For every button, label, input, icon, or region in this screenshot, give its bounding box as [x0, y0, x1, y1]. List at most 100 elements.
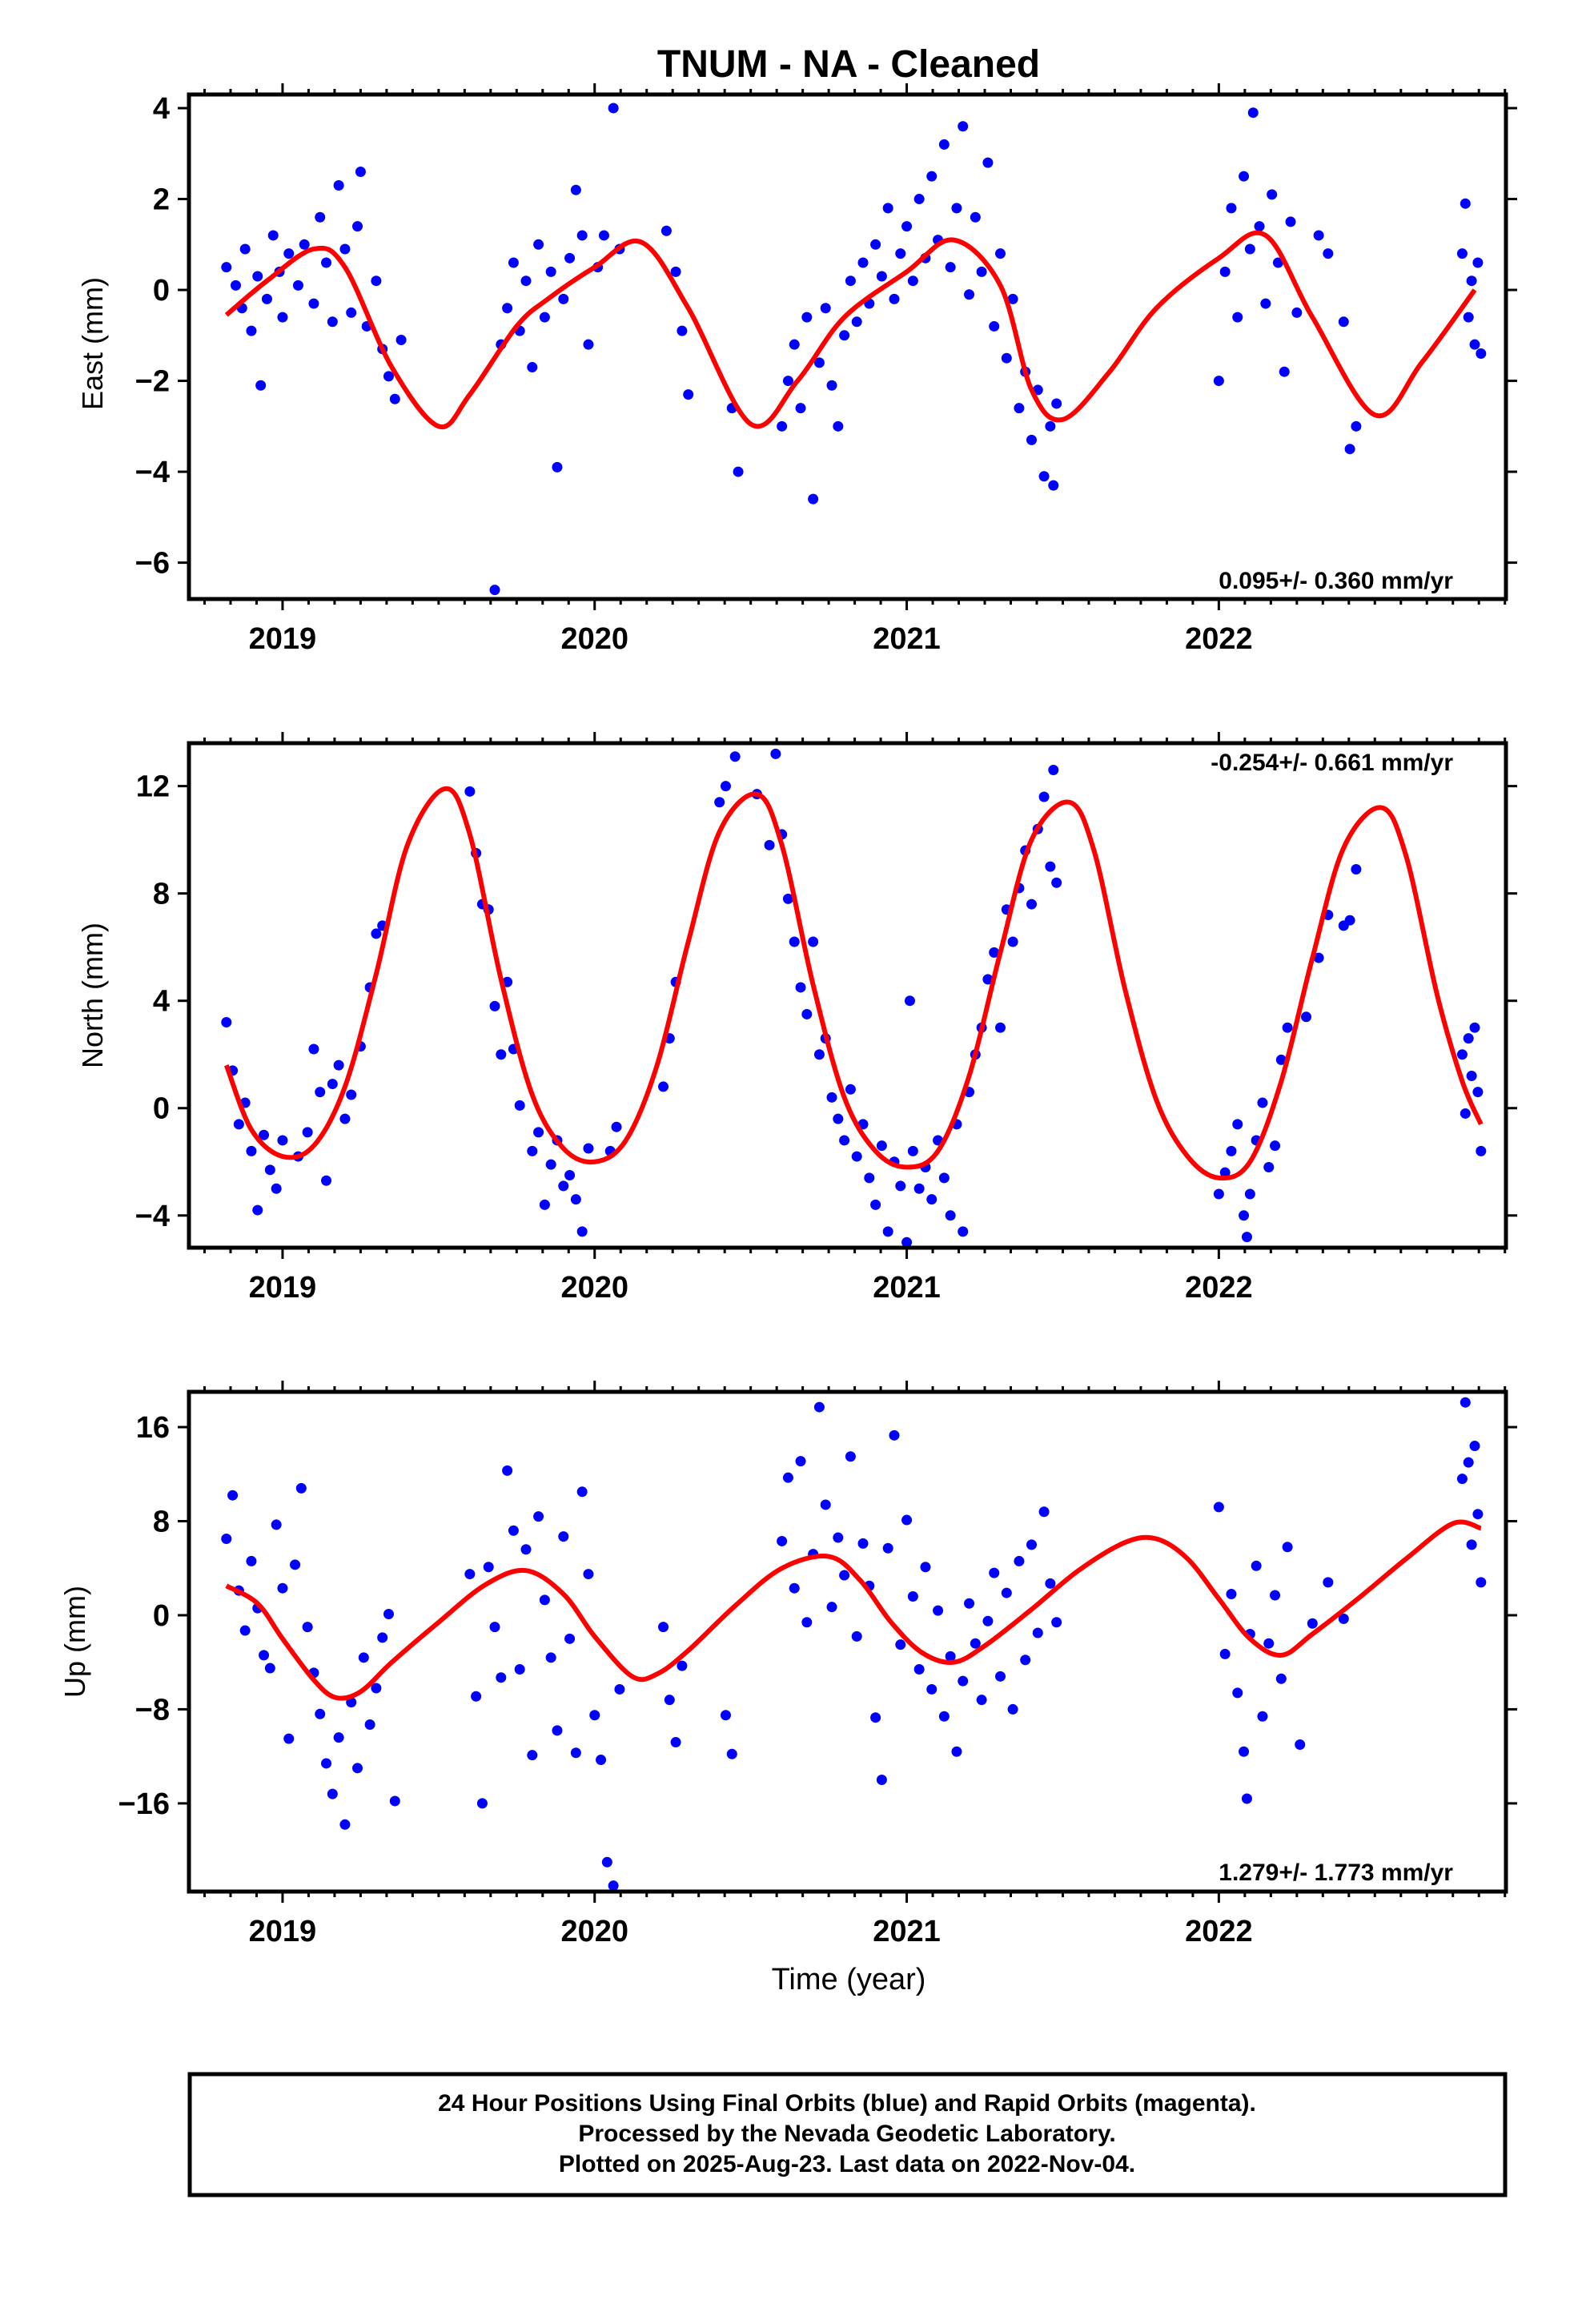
east-data-point [945, 262, 956, 273]
north-xtick-label: 2021 [873, 1271, 941, 1305]
up-data-point [302, 1622, 313, 1633]
east-data-point [583, 339, 594, 350]
north-data-point [658, 1081, 669, 1092]
up-data-point [833, 1532, 844, 1543]
north-data-point [533, 1127, 544, 1138]
east-data-point [907, 275, 918, 287]
up-data-point [726, 1748, 737, 1759]
north-data-point [901, 1236, 913, 1248]
east-data-point [1213, 376, 1224, 387]
north-data-point [1051, 877, 1062, 888]
up-data-point [389, 1795, 400, 1807]
east-xtick-label: 2021 [873, 622, 941, 656]
up-data-point [290, 1559, 301, 1570]
up-data-point [913, 1664, 925, 1675]
up-data-point [239, 1625, 251, 1636]
east-data-point [926, 171, 938, 182]
north-data-point [277, 1135, 288, 1146]
up-data-point [857, 1538, 869, 1549]
east-data-point [913, 194, 925, 205]
east-model-curve [224, 230, 1477, 430]
east-data-point [833, 420, 844, 432]
north-xtick-label: 2019 [249, 1271, 317, 1305]
footer-line-1: 24 Hour Positions Using Final Orbits (bl… [438, 2090, 1256, 2117]
east-data-point [1051, 398, 1062, 409]
east-data-point [489, 585, 500, 596]
up-data-point [1295, 1739, 1306, 1750]
east-data-point [851, 316, 862, 328]
east-data-point [261, 293, 272, 304]
up-data-point [1476, 1577, 1487, 1588]
north-data-point [539, 1199, 550, 1210]
up-data-point [483, 1562, 494, 1573]
up-data-point [1463, 1457, 1474, 1468]
east-rate-label: 0.095+/- 0.360 mm/yr [1219, 568, 1453, 594]
up-xtick-label: 2020 [560, 1915, 628, 1948]
up-data-point [564, 1633, 576, 1644]
up-data-point [277, 1582, 288, 1594]
up-data-point [839, 1570, 850, 1581]
up-data-point [471, 1691, 482, 1702]
east-data-point [1226, 203, 1237, 214]
east-data-point [327, 316, 338, 328]
up-data-point [1270, 1590, 1281, 1601]
north-data-point [882, 1226, 893, 1237]
up-data-point [1038, 1506, 1050, 1518]
north-data-point [958, 1226, 969, 1237]
east-data-point [255, 380, 267, 391]
north-data-point [801, 1008, 813, 1019]
up-data-point [552, 1725, 563, 1736]
north-ytick-label: 0 [153, 1092, 170, 1126]
north-data-point [913, 1183, 925, 1194]
north-data-point [1048, 765, 1059, 776]
north-data-point [1282, 1022, 1293, 1033]
east-data-point [1272, 257, 1283, 268]
east-data-point [230, 279, 241, 291]
east-data-point [321, 257, 332, 268]
east-data-point [502, 303, 513, 314]
up-data-point [664, 1695, 675, 1706]
up-data-point [870, 1712, 881, 1723]
east-data-point [539, 312, 550, 323]
north-model-curve [223, 786, 1484, 1181]
up-data-point [321, 1758, 332, 1769]
up-data-point [951, 1746, 962, 1757]
north-data-point [789, 936, 800, 947]
north-data-point [907, 1145, 918, 1156]
east-data-point [267, 230, 279, 241]
up-data-point [271, 1519, 282, 1530]
north-xtick-label: 2022 [1185, 1271, 1253, 1305]
up-data-point [1026, 1539, 1037, 1550]
up-data: −16 −8 0 8 16 2019 2020 2021 2022 [118, 1381, 1517, 1948]
up-data-point [976, 1695, 987, 1706]
north-data-point [346, 1089, 357, 1100]
east-ytick-label: 4 [153, 92, 170, 126]
east-data-point [995, 248, 1006, 259]
north-data-point [864, 1172, 875, 1184]
east-data-point [683, 389, 694, 400]
north-data-point [1460, 1108, 1471, 1119]
north-data-point [1038, 791, 1050, 802]
up-data-point [570, 1747, 581, 1759]
up-ytick-label: 0 [153, 1599, 170, 1633]
north-data-point [259, 1129, 270, 1140]
up-data-point [889, 1429, 900, 1441]
up-data-point [882, 1542, 893, 1554]
up-data-point [295, 1482, 307, 1494]
east-data-point [782, 376, 793, 387]
up-data-point [558, 1531, 569, 1542]
north-data-point [545, 1159, 556, 1170]
north-data-point [464, 786, 476, 797]
north-data-point [1007, 936, 1018, 947]
north-data: −4 0 4 8 12 2019 2020 2021 2022 [135, 732, 1517, 1305]
east-data-point [1232, 312, 1243, 323]
north-ytick-label: 8 [153, 878, 170, 911]
north-data-point [570, 1194, 581, 1205]
north-data-point [264, 1164, 275, 1176]
up-data-point [907, 1590, 918, 1602]
footer-box [187, 2072, 1508, 2197]
east-data-point [1007, 293, 1018, 304]
east-data-point [964, 289, 975, 300]
up-data-point [1032, 1627, 1043, 1638]
